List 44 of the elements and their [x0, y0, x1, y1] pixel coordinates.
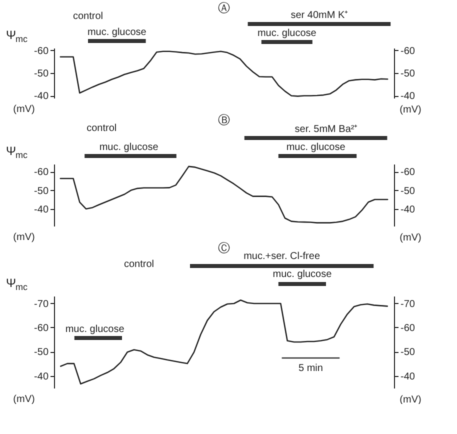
y-tick-label: -60: [34, 167, 49, 178]
y2-tick-label: -60: [400, 167, 416, 178]
text: muc. glucose: [286, 142, 346, 153]
y-tick-label: -60: [34, 46, 49, 57]
y-tick-label: -70: [34, 298, 49, 310]
text: control: [86, 123, 117, 134]
y2-tick-label: -50: [400, 68, 416, 80]
annotation: 5 min: [298, 363, 323, 374]
y2-tick-label: -60: [400, 322, 416, 334]
y-tick-label: -40: [34, 91, 49, 102]
text: muc. glucose: [87, 27, 147, 38]
y2-tick-label: -40: [400, 91, 416, 102]
y2-tick-label: -50: [400, 186, 416, 197]
y2-tick-label: -60: [400, 46, 416, 57]
text: muc. glucose: [257, 28, 317, 39]
text: ser. 5mM Ba²⁺: [294, 124, 358, 135]
annotation: muc. glucose: [65, 324, 125, 335]
y-tick-label: -40: [34, 204, 49, 216]
chart-title: Ⓒ: [218, 241, 230, 255]
y-tick-label: -50: [34, 68, 49, 80]
y2-axis-title: (mV): [400, 104, 422, 116]
y-tick-label: -50: [34, 186, 49, 197]
text: control: [72, 11, 104, 22]
y2-tick-label: -70: [400, 298, 416, 310]
text: (mV): [13, 104, 35, 115]
text: (mV): [13, 394, 35, 405]
y2-tick-label: -40: [400, 204, 416, 216]
y2-tick-label: -40: [400, 371, 416, 382]
text: muc. glucose: [272, 269, 332, 280]
y-tick-label: -50: [34, 347, 49, 358]
y2-axis-title: (mV): [400, 232, 422, 244]
y2-tick-label: -50: [400, 347, 416, 358]
y-tick-label: -40: [34, 371, 49, 382]
text: (mV): [13, 232, 35, 243]
line-series: [60, 166, 388, 224]
text: muc.+ser. Cl-free: [244, 251, 320, 262]
text: ser 40mM K⁺: [290, 10, 349, 21]
line-series: [60, 50, 388, 97]
chart-title: Ⓐ: [218, 1, 230, 15]
text: control: [124, 259, 154, 270]
line-series: [60, 299, 388, 385]
text: muc. glucose: [99, 142, 159, 153]
y-tick-label: -60: [34, 322, 49, 334]
chart-title: Ⓑ: [218, 113, 230, 127]
